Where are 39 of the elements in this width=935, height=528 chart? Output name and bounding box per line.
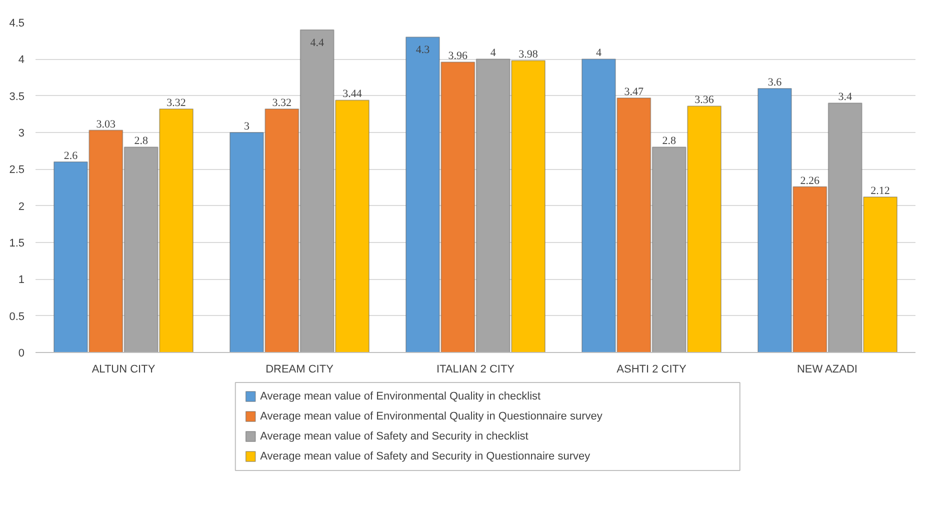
data-label: 3.96 <box>448 50 468 62</box>
data-label: 3.44 <box>342 88 362 100</box>
data-label: 2.6 <box>64 150 78 162</box>
data-label: 2.8 <box>134 135 148 148</box>
data-label: 3.4 <box>838 91 852 104</box>
y-tick-label: 1 <box>18 274 25 286</box>
data-label: 3.98 <box>518 48 538 61</box>
y-tick-label: 1.5 <box>9 238 25 250</box>
data-label: 3.47 <box>624 86 644 98</box>
data-label: 3.03 <box>96 118 116 130</box>
data-label: 3.36 <box>694 94 714 106</box>
legend-label: Average mean value of Environmental Quality in Questionnaire survey <box>260 410 603 422</box>
y-tick-label: 0.5 <box>9 310 25 323</box>
data-label: 3.32 <box>272 97 292 110</box>
data-label: 2.26 <box>800 174 820 187</box>
data-label: 4 <box>490 47 496 60</box>
x-tick-label: DREAM CITY <box>266 364 334 376</box>
y-tick-label: 2 <box>18 200 25 213</box>
y-tick-label: 4.5 <box>9 18 25 30</box>
y-tick-label: 3.5 <box>9 90 25 103</box>
data-label: 4.3 <box>416 44 430 56</box>
legend-label: Average mean value of Safety and Security in Questionnaire survey <box>260 450 591 462</box>
y-tick-label: 4 <box>18 54 25 66</box>
data-label: 3 <box>244 120 250 132</box>
y-tick-label: 3 <box>18 128 25 140</box>
data-label: 2.8 <box>662 135 676 148</box>
data-label: 4.4 <box>310 36 324 49</box>
x-tick-label: ASHTI 2 CITY <box>616 364 688 376</box>
legend-label: Average mean value of Environmental Quality in checklist <box>260 390 541 402</box>
data-label: 4 <box>596 47 602 60</box>
y-tick-label: 0 <box>18 348 25 360</box>
x-tick-label: ITALIAN 2 CITY <box>436 364 516 376</box>
y-tick-label: 2.5 <box>9 164 25 176</box>
data-label: 3.32 <box>166 97 186 110</box>
data-label: 3.6 <box>768 76 782 88</box>
x-tick-label: NEW AZADI <box>796 364 858 376</box>
data-label: 2.12 <box>870 185 890 198</box>
legend-label: Average mean value of Safety and Security in checklist <box>260 430 528 442</box>
x-tick-label: ALTUN CITY <box>92 364 156 376</box>
